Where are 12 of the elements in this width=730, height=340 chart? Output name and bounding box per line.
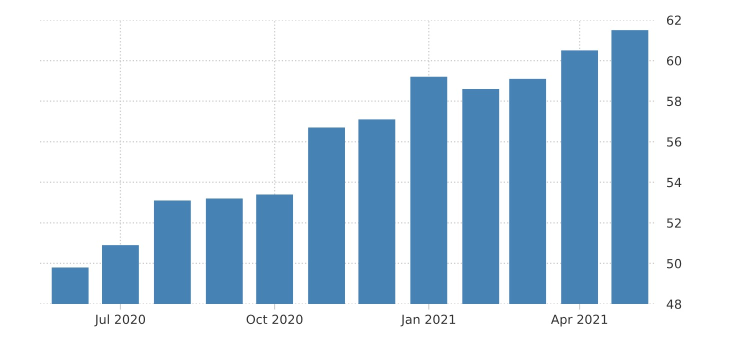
y-tick-label: 60	[666, 56, 682, 66]
x-tick-label: Oct 2020	[246, 314, 302, 324]
y-tick-label: 52	[667, 218, 681, 228]
y-tick-label: 50	[667, 258, 682, 268]
y-tick-label: 56	[667, 137, 682, 147]
x-tick-label: Jan 2021	[400, 314, 456, 326]
x-tick-label: Jul 2020	[94, 314, 146, 326]
y-tick-label: 48	[666, 299, 682, 309]
x-tick-label: Apr 2021	[550, 314, 608, 327]
y-tick-label: 58	[667, 96, 682, 106]
y-tick-label: 54	[667, 178, 682, 188]
y-tick-label: 62	[666, 15, 681, 25]
